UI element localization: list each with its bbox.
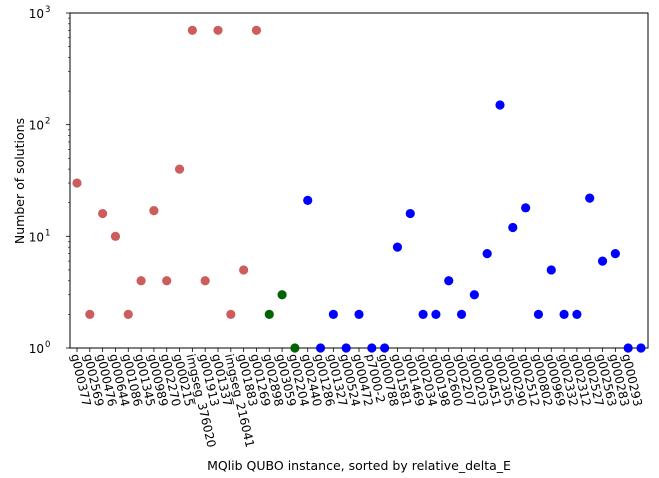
data-point (405, 208, 415, 219)
data-point (315, 343, 326, 353)
y-axis-label: Number of solutions (12, 118, 27, 244)
data-point (431, 309, 441, 319)
data-point (456, 309, 467, 319)
data-point (341, 343, 351, 353)
data-point (251, 25, 262, 35)
y-tick-label: 10 (29, 7, 44, 21)
x-axis-label: MQlib QUBO instance, sorted by relative_… (207, 458, 511, 473)
data-point (546, 265, 556, 275)
data-point (623, 343, 633, 353)
y-tick-label: 10 (29, 230, 44, 244)
data-point (136, 276, 146, 286)
y-tick-label: 10 (29, 342, 44, 356)
data-point (521, 203, 531, 213)
data-point (226, 309, 236, 319)
y-tick-exponent: 2 (45, 117, 50, 127)
data-point (610, 249, 620, 259)
data-point (533, 309, 544, 319)
data-point (636, 343, 646, 353)
x-axis: g000377g002569g000476g000644g001086g0013… (68, 348, 645, 449)
data-point (367, 343, 377, 353)
data-point (149, 205, 159, 216)
data-point (239, 265, 249, 275)
data-point (559, 309, 569, 319)
data-point (418, 309, 428, 319)
data-point (85, 309, 95, 319)
data-point (392, 242, 403, 252)
plot-frame (69, 12, 649, 349)
data-point (187, 25, 197, 35)
data-point (444, 276, 454, 286)
y-tick-exponent: 3 (45, 5, 50, 15)
data-point (213, 25, 223, 35)
data-point (174, 164, 185, 174)
data-point (72, 178, 82, 188)
y-tick-exponent: 1 (45, 228, 50, 238)
data-points (72, 25, 646, 353)
data-point (98, 208, 108, 219)
data-point (290, 343, 300, 353)
data-point (482, 249, 492, 259)
data-point (328, 309, 338, 319)
data-point (495, 100, 505, 110)
data-point (508, 222, 518, 233)
data-point (264, 309, 274, 319)
data-point (354, 309, 364, 319)
data-point (303, 195, 313, 205)
y-tick-exponent: 0 (45, 340, 50, 350)
data-point (200, 276, 210, 286)
data-point (380, 343, 390, 353)
y-tick-label: 10 (29, 119, 44, 133)
data-point (110, 231, 121, 241)
data-point (123, 309, 133, 319)
data-point (469, 290, 479, 300)
data-point (162, 276, 172, 286)
plot-area (69, 12, 649, 349)
data-point (572, 309, 582, 319)
data-point (585, 193, 595, 203)
data-point (277, 290, 287, 300)
data-point (597, 256, 608, 266)
